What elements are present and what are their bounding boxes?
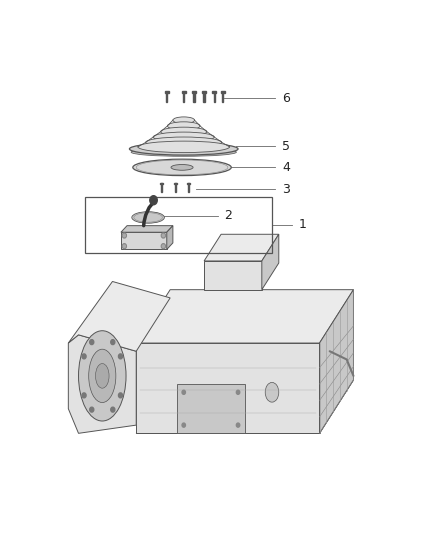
Bar: [165, 91, 169, 93]
Ellipse shape: [95, 364, 109, 388]
Circle shape: [237, 390, 240, 394]
Circle shape: [82, 393, 86, 398]
Bar: [204, 92, 205, 102]
Polygon shape: [136, 380, 353, 433]
Circle shape: [82, 354, 86, 359]
Bar: [161, 183, 162, 192]
Text: 2: 2: [224, 209, 232, 222]
Ellipse shape: [146, 137, 222, 148]
Circle shape: [124, 245, 125, 247]
Circle shape: [118, 354, 123, 359]
Ellipse shape: [161, 127, 207, 136]
Circle shape: [111, 407, 115, 412]
Text: 4: 4: [282, 161, 290, 174]
Bar: [193, 92, 194, 102]
Circle shape: [122, 244, 127, 248]
Ellipse shape: [132, 212, 164, 223]
Circle shape: [90, 340, 94, 344]
Bar: [221, 91, 225, 93]
Circle shape: [182, 423, 185, 427]
Circle shape: [150, 196, 157, 205]
Polygon shape: [177, 384, 245, 433]
Ellipse shape: [129, 143, 238, 155]
Circle shape: [118, 393, 123, 398]
Circle shape: [237, 423, 240, 427]
Polygon shape: [136, 343, 320, 433]
Bar: [212, 91, 216, 93]
Ellipse shape: [88, 349, 116, 402]
Circle shape: [161, 233, 166, 238]
Circle shape: [162, 235, 164, 237]
Polygon shape: [262, 235, 279, 290]
Polygon shape: [121, 225, 173, 232]
Circle shape: [124, 235, 125, 237]
Bar: [183, 92, 184, 102]
Text: 1: 1: [299, 219, 307, 231]
Ellipse shape: [167, 122, 200, 130]
Bar: [160, 182, 163, 184]
Polygon shape: [68, 335, 136, 433]
Bar: [85, 197, 272, 253]
Bar: [174, 182, 177, 184]
Circle shape: [162, 245, 164, 247]
Ellipse shape: [171, 165, 193, 170]
Polygon shape: [204, 235, 279, 261]
Text: 3: 3: [282, 183, 290, 196]
Ellipse shape: [153, 132, 214, 142]
Circle shape: [122, 233, 127, 238]
Text: 6: 6: [282, 92, 290, 105]
Polygon shape: [136, 290, 353, 343]
Bar: [166, 92, 167, 102]
Circle shape: [182, 390, 185, 394]
Circle shape: [111, 340, 115, 344]
Text: 5: 5: [282, 140, 290, 152]
Polygon shape: [167, 225, 173, 249]
Bar: [214, 92, 215, 102]
Ellipse shape: [138, 141, 230, 152]
Bar: [121, 232, 167, 249]
Bar: [222, 92, 223, 102]
Bar: [182, 91, 186, 93]
Polygon shape: [320, 290, 353, 433]
Bar: [188, 183, 189, 192]
Polygon shape: [204, 261, 262, 290]
Ellipse shape: [173, 117, 194, 124]
Polygon shape: [68, 281, 170, 351]
Bar: [187, 182, 191, 184]
Ellipse shape: [265, 383, 279, 402]
Bar: [175, 183, 176, 192]
Circle shape: [161, 244, 166, 248]
Ellipse shape: [78, 330, 126, 421]
Ellipse shape: [133, 159, 231, 175]
Ellipse shape: [131, 148, 237, 156]
Bar: [202, 91, 206, 93]
Circle shape: [90, 407, 94, 412]
Bar: [192, 91, 196, 93]
